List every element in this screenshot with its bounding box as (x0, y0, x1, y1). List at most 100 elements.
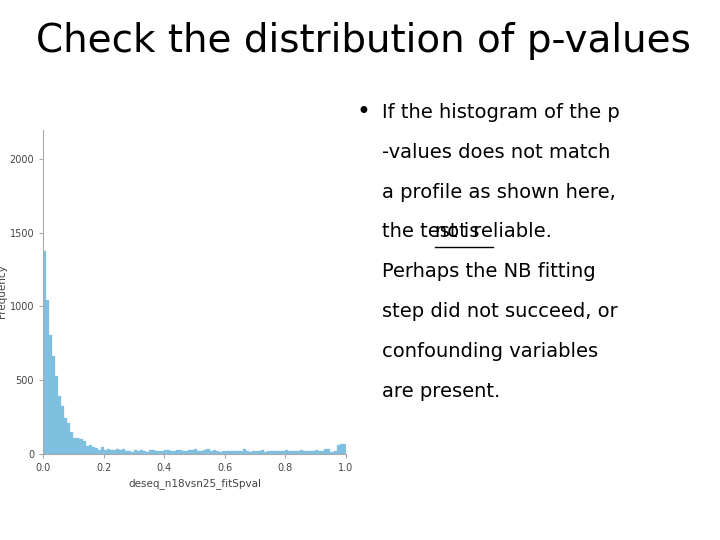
Bar (182, 451, 185, 454)
Bar (273, 451, 276, 454)
Bar (200, 450, 204, 454)
Bar (279, 451, 282, 454)
Bar (297, 451, 300, 454)
Bar (185, 451, 189, 454)
Bar (288, 451, 291, 454)
Bar (116, 449, 119, 454)
Text: confounding variables: confounding variables (382, 342, 598, 361)
Bar (312, 451, 315, 454)
Bar (167, 450, 170, 454)
Bar (55, 376, 58, 454)
Bar (282, 451, 285, 454)
Bar (243, 449, 246, 454)
Bar (310, 450, 312, 454)
Bar (230, 451, 234, 454)
Bar (58, 396, 61, 454)
Text: step did not succeed, or: step did not succeed, or (382, 302, 617, 321)
Bar (325, 449, 328, 454)
Bar (134, 450, 137, 454)
Bar (101, 447, 104, 454)
Bar (155, 451, 158, 454)
Bar (225, 451, 228, 454)
Bar (137, 451, 140, 454)
Bar (107, 449, 109, 454)
Bar (306, 451, 310, 454)
Bar (83, 441, 86, 454)
Bar (98, 450, 101, 454)
Y-axis label: Frequency: Frequency (0, 265, 6, 319)
Bar (343, 444, 346, 454)
Bar (104, 450, 107, 454)
Text: a profile as shown here,: a profile as shown here, (382, 183, 616, 201)
Bar (207, 449, 210, 454)
Bar (210, 451, 212, 454)
X-axis label: deseq_n18vsn25_fitSpval: deseq_n18vsn25_fitSpval (128, 478, 261, 489)
Bar (71, 432, 73, 454)
Bar (333, 451, 336, 454)
Bar (149, 450, 152, 454)
Bar (61, 407, 64, 454)
Bar (161, 451, 164, 454)
Text: Check the distribution of p-values: Check the distribution of p-values (36, 22, 691, 59)
Bar (252, 451, 255, 454)
Bar (94, 448, 98, 454)
Bar (125, 451, 128, 454)
Bar (240, 451, 243, 454)
Bar (152, 450, 155, 454)
Text: -values does not match: -values does not match (382, 143, 610, 161)
Bar (179, 450, 182, 454)
Bar (79, 440, 83, 454)
Bar (285, 450, 288, 454)
Text: Perhaps the NB fitting: Perhaps the NB fitting (382, 262, 595, 281)
Bar (49, 335, 53, 454)
Bar (315, 450, 318, 454)
Bar (212, 450, 215, 454)
Bar (340, 443, 343, 454)
Bar (228, 451, 230, 454)
Text: are present.: are present. (382, 382, 500, 401)
Bar (174, 451, 176, 454)
Bar (158, 451, 161, 454)
Bar (122, 449, 125, 454)
Bar (197, 450, 200, 454)
Bar (176, 450, 179, 454)
Bar (128, 451, 131, 454)
Text: •: • (356, 100, 370, 124)
Bar (89, 445, 91, 454)
Bar (73, 438, 76, 454)
Bar (249, 452, 252, 454)
Bar (237, 450, 240, 454)
Bar (170, 451, 174, 454)
Bar (294, 450, 297, 454)
Bar (204, 450, 207, 454)
Bar (336, 444, 340, 454)
Text: the test is: the test is (382, 222, 485, 241)
Bar (143, 450, 146, 454)
Bar (270, 451, 273, 454)
Bar (140, 450, 143, 454)
Bar (164, 450, 167, 454)
Bar (43, 251, 46, 454)
Bar (321, 451, 325, 454)
Bar (246, 451, 249, 454)
Bar (267, 450, 270, 454)
Bar (330, 451, 333, 454)
Bar (189, 450, 192, 454)
Bar (318, 451, 321, 454)
Text: not reliable.: not reliable. (435, 222, 552, 241)
Bar (261, 450, 264, 454)
Bar (234, 451, 237, 454)
Bar (109, 450, 113, 454)
Bar (64, 418, 68, 454)
Bar (192, 450, 194, 454)
Bar (222, 451, 225, 454)
Bar (291, 451, 294, 454)
Bar (258, 451, 261, 454)
Bar (215, 451, 219, 454)
Bar (194, 449, 197, 454)
Bar (113, 450, 116, 454)
Bar (68, 423, 71, 454)
Bar (328, 449, 330, 454)
Bar (300, 450, 303, 454)
Bar (255, 451, 258, 454)
